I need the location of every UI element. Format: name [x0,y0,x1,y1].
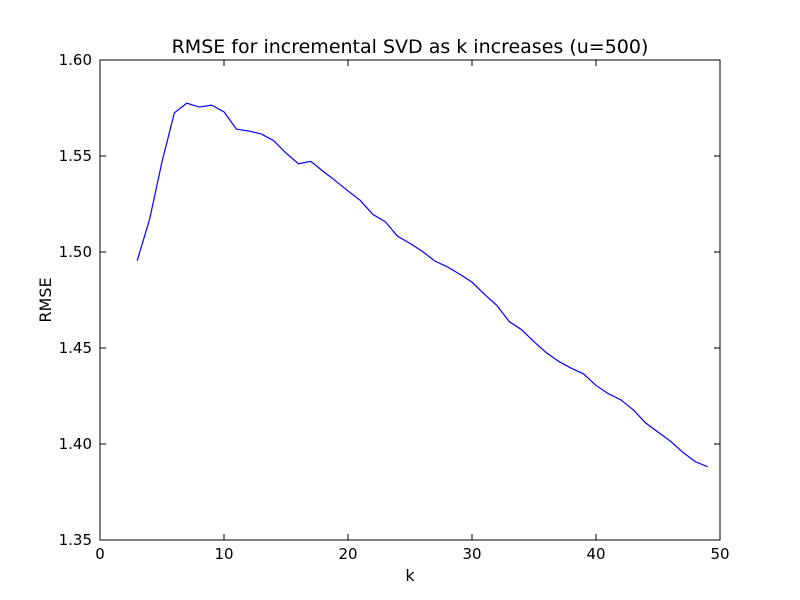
y-tick-label: 1.45 [59,339,92,357]
y-axis-title: RMSE [36,277,55,322]
x-tick-label: 0 [95,545,105,563]
chart-title: RMSE for incremental SVD as k increases … [172,36,649,58]
x-axis-title: k [405,566,415,585]
y-tick-label: 1.50 [59,243,92,261]
x-tick-label: 40 [586,545,605,563]
y-tick-label: 1.55 [59,147,92,165]
x-tick-label: 10 [214,545,233,563]
plot-frame [99,59,721,541]
plot-area: 0 10 20 30 40 50 1.35 1.40 1.45 1.50 1.55 1.60 [59,51,730,563]
x-tick-label: 30 [462,545,481,563]
series-line-0 [136,102,708,468]
y-tick-label: 1.35 [59,531,92,549]
y-tick-label: 1.60 [59,51,92,69]
y-tick-label: 1.40 [59,435,92,453]
x-tick-label: 50 [710,545,729,563]
x-tick-label: 20 [338,545,357,563]
